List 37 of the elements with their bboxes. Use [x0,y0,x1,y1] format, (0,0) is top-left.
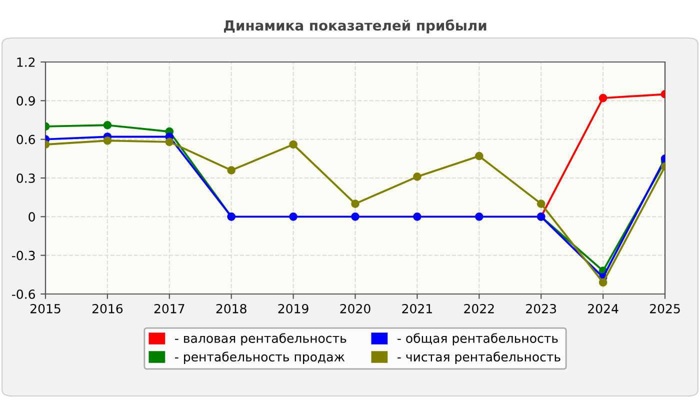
point [474,152,484,160]
x-tick-label: 2015 [30,304,60,314]
point [227,166,236,174]
point [413,212,422,221]
x-tick-label: 2016 [92,304,123,314]
legend-label: - валовая рентабельность [175,333,346,346]
point [413,172,422,181]
point [103,136,112,145]
point [474,212,484,221]
legend-label: - рентабельность продаж [175,352,345,364]
point [289,140,298,149]
point [165,138,174,146]
legend-label: - чистая рентабельность [398,352,560,364]
y-tick-label: 0.9 [16,96,35,106]
y-tick-label: 1.2 [17,57,35,67]
chart-title: Динамика показателей прибыли [224,19,486,34]
x-tick-label: 2020 [340,304,370,314]
point [351,200,360,208]
point [536,200,546,208]
x-tick-label: 2021 [402,304,432,314]
x-tick-label: 2022 [464,304,494,314]
point [103,120,112,130]
x-tick-label: 2017 [154,304,184,314]
point [598,278,608,287]
y-tick-label: -0.3 [12,250,35,260]
x-tick-label: 2023 [526,304,556,314]
point [351,212,360,221]
x-tick-label: 2019 [278,304,308,314]
legend-label: - общая рентабельность [398,333,558,346]
y-tick-label: 0 [28,212,35,222]
y-tick-label: -0.6 [12,289,35,299]
x-tick-label: 2024 [588,304,618,314]
x-tick-label: 2025 [650,304,680,314]
y-tick-label: 0.3 [16,173,35,183]
x-tick-label: 2018 [216,304,246,314]
point [289,212,298,221]
y-tick-label: 0.6 [16,134,35,144]
